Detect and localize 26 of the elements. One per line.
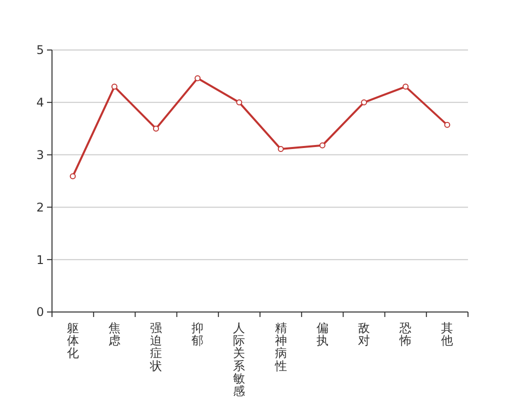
x-tick-label: 恐怖 [398,321,412,348]
y-tick-label: 5 [36,43,44,58]
y-tick-label: 1 [36,252,44,267]
point [70,173,76,180]
x-tick-label: 其他 [441,321,454,348]
x-tick-label: 人际关系敏感 [233,321,246,398]
point [236,99,242,106]
y-tick-label: 3 [36,148,44,162]
x-tick-label: 偏执 [316,321,328,348]
point [402,84,409,90]
x-tick-label: 躯体化 [66,321,79,360]
x-tick-label: 抑郁 [192,321,204,348]
x-tick-label: 精神病性 [274,321,287,373]
point [361,99,367,106]
point [153,126,159,132]
point [194,75,201,82]
y-tick-label: 0 [36,305,44,320]
x-tick-label: 焦虑 [108,321,120,348]
y-tick-label: 4 [36,96,44,110]
point [444,122,450,128]
point [111,84,118,90]
x-tick-label: 强迫症状 [149,321,162,373]
point [319,142,326,148]
y-tick-label: 2 [36,200,44,214]
point [278,146,284,152]
x-tick-label: 敌对 [358,321,370,348]
